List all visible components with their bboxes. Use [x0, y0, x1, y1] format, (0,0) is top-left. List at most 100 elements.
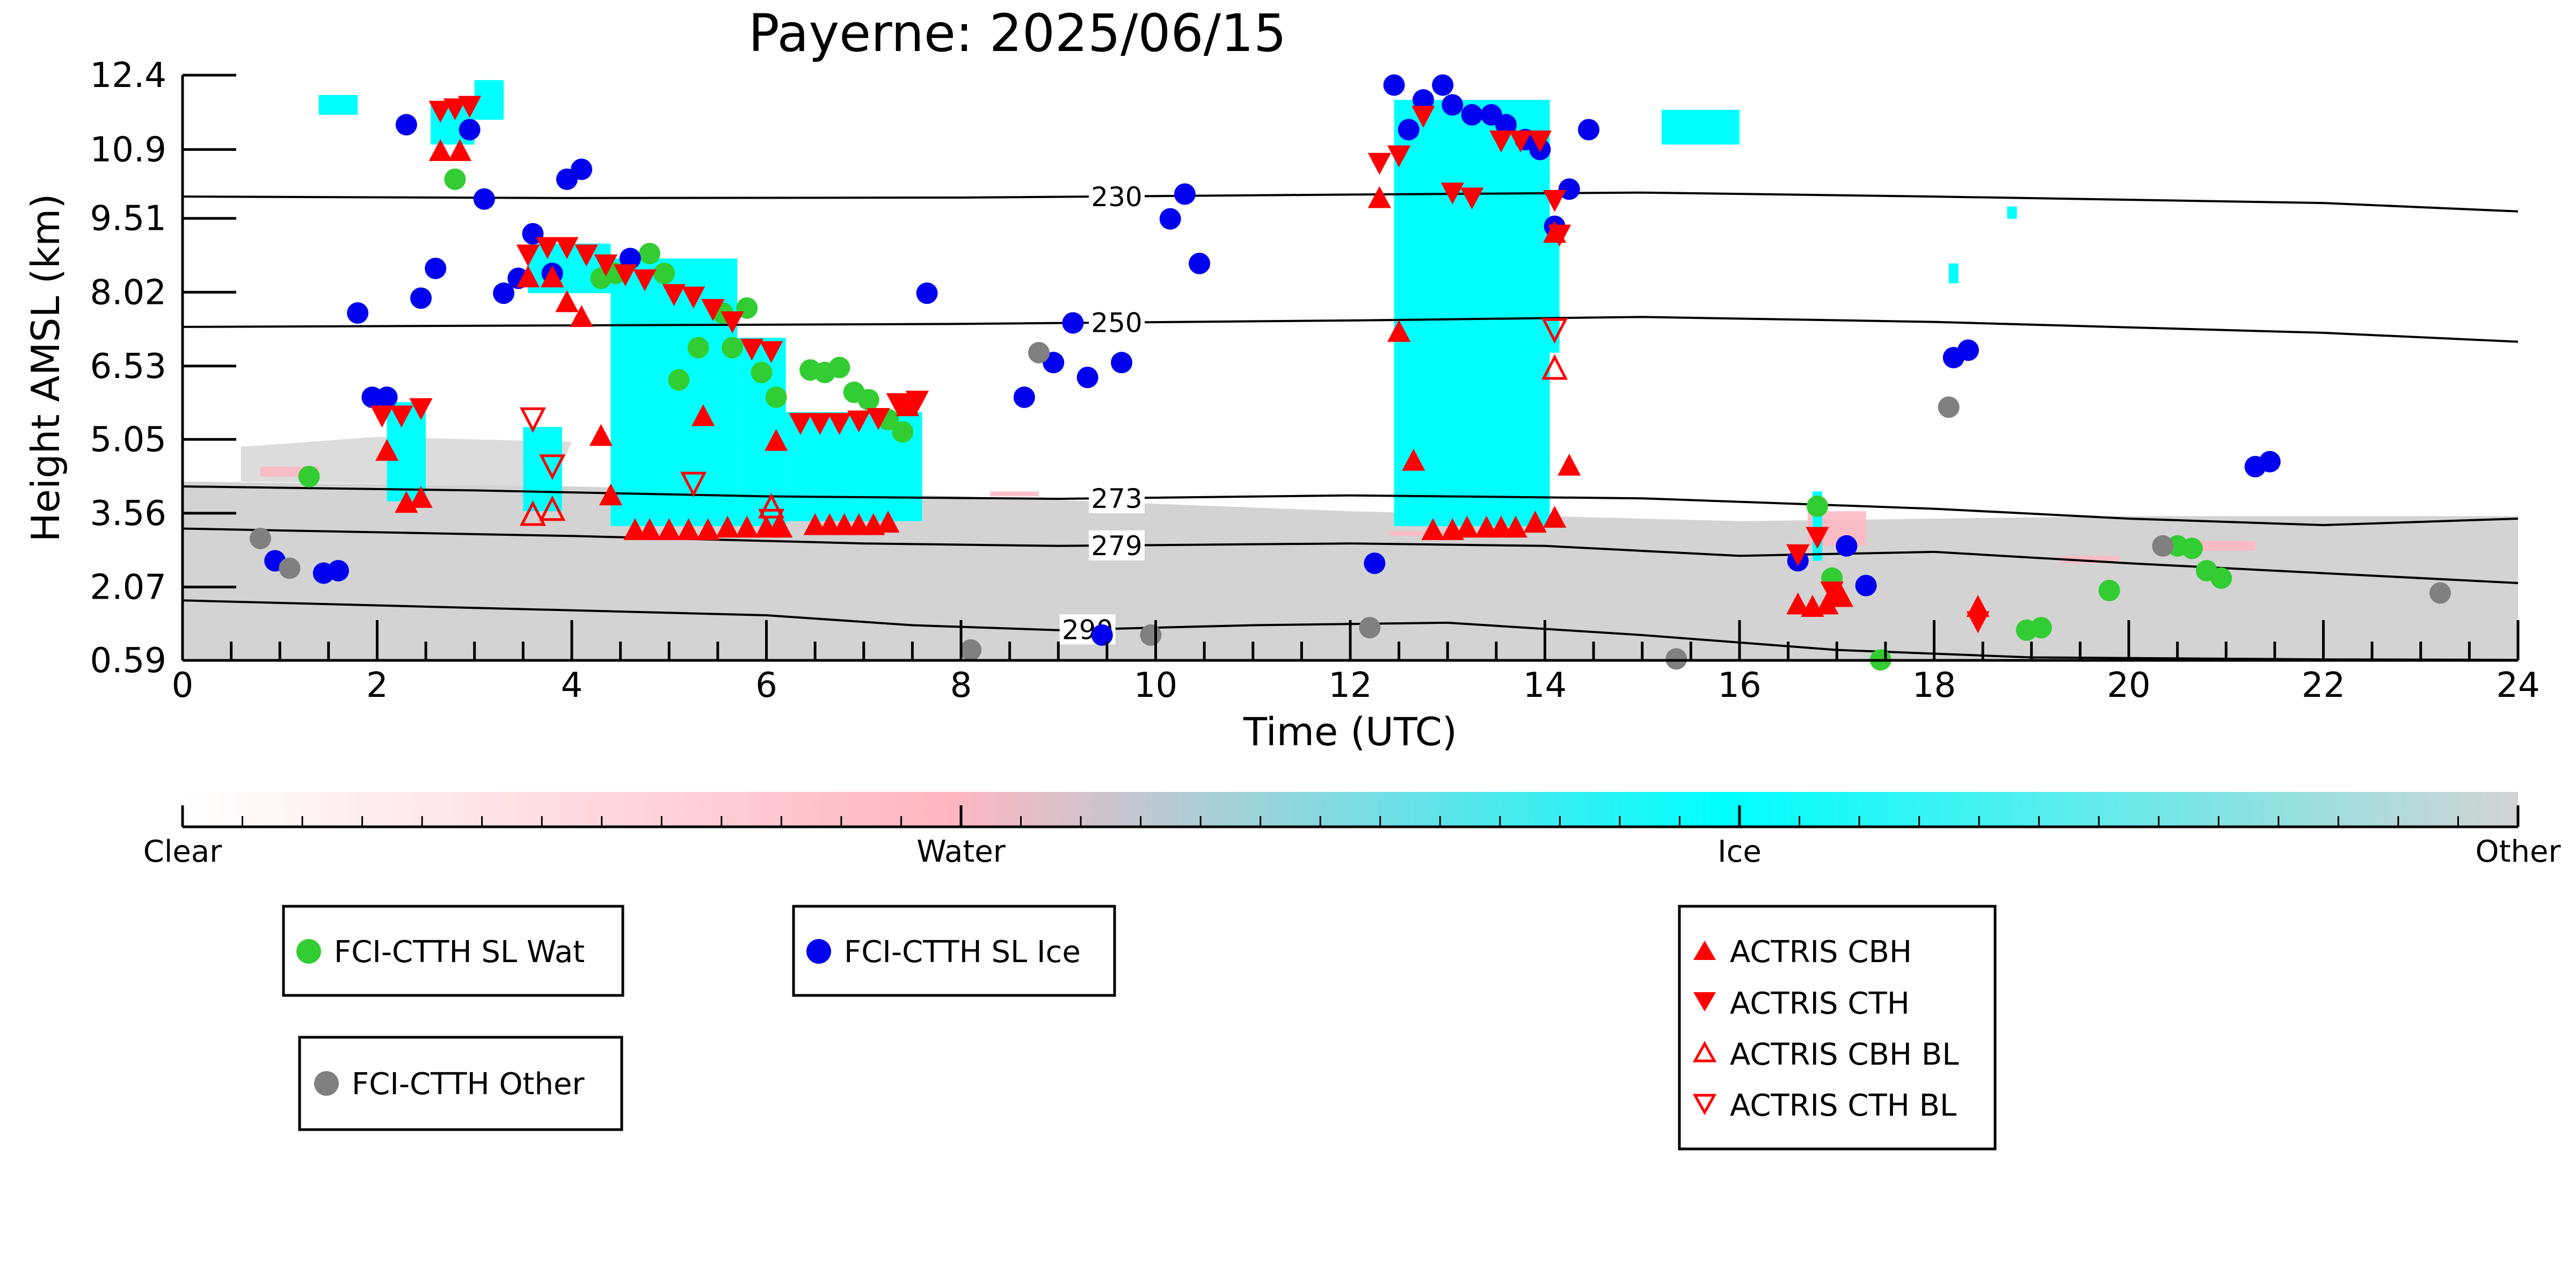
point-fci-ctth-sl-wat-7	[687, 337, 709, 359]
x-tick-label-12: 12	[1328, 666, 1372, 705]
point-actris-cth-23	[867, 408, 890, 430]
x-tick-label-10: 10	[1134, 666, 1177, 705]
point-actris-cth-0	[370, 405, 394, 428]
point-actris-cth-2	[409, 398, 433, 420]
point-actris-cbh-bl-3	[1541, 354, 1568, 380]
point-actris-cbh-14	[676, 518, 701, 540]
point-fci-ctth-other-9	[2429, 582, 2451, 604]
x-tick-label-20: 20	[2107, 666, 2150, 705]
colorbar-label-ice: Ice	[1718, 834, 1762, 869]
point-actris-cbh-8	[570, 305, 593, 328]
y-tick-label-10.9: 10.9	[90, 130, 167, 170]
point-fci-ctth-sl-ice-36	[1495, 114, 1517, 136]
point-fci-ctth-sl-ice-24	[1111, 352, 1133, 374]
point-actris-cth-10	[594, 254, 618, 276]
point-fci-ctth-sl-wat-29	[2210, 567, 2232, 589]
point-actris-cth-1	[390, 405, 413, 428]
point-actris-cbh-31	[1402, 448, 1425, 471]
point-actris-cbh-36	[1489, 515, 1513, 538]
point-actris-cbh-2	[409, 486, 433, 508]
point-actris-cth-bl-4	[1541, 318, 1568, 344]
ice-region-7	[1394, 100, 1550, 526]
legend-box-actris: ACTRIS CBH ACTRIS CTH ACTRIS CBH BL ACTR…	[1678, 905, 1997, 1151]
curtain-background	[183, 80, 2518, 660]
point-actris-cth-21	[827, 413, 852, 435]
point-actris-cth-bl-1	[539, 454, 566, 480]
point-actris-cth-19	[789, 413, 812, 435]
x-tick-label-6: 6	[755, 666, 777, 705]
y-tick-label-3.56: 3.56	[90, 494, 167, 534]
point-actris-cbh-35	[1475, 515, 1498, 538]
point-fci-ctth-other-0	[250, 527, 271, 549]
legend-label-cbh-bl: ACTRIS CBH BL	[1730, 1037, 1959, 1072]
point-actris-cth-6	[516, 244, 540, 267]
ice-region-12	[1662, 110, 1740, 145]
point-fci-ctth-sl-ice-28	[1364, 552, 1386, 574]
x-axis-ticks: 0 2 4 6 8 10 12 14 16 18 20 22 24	[172, 620, 2540, 705]
contour-label-273: 273	[1091, 483, 1142, 514]
colorbar: Clear Water Ice Other	[143, 792, 2561, 869]
point-fci-ctth-sl-ice-23	[1091, 624, 1113, 646]
point-actris-cbh-7	[555, 290, 579, 312]
point-actris-cth-7	[536, 237, 559, 259]
point-fci-ctth-sl-wat-6	[668, 369, 690, 391]
point-fci-ctth-other-6	[1665, 648, 1687, 670]
point-actris-cbh-5	[516, 265, 540, 288]
point-actris-cbh-22	[803, 513, 827, 535]
water-region-2	[990, 491, 1039, 497]
point-actris-cth-22	[847, 410, 871, 433]
point-fci-ctth-sl-ice-3	[347, 302, 369, 324]
point-actris-cth-36	[1786, 544, 1810, 566]
legend-label-cth: ACTRIS CTH	[1730, 986, 1910, 1021]
point-actris-cth-13	[662, 284, 686, 307]
colorbar-gradient	[183, 792, 2518, 827]
point-actris-cbh-45	[1830, 585, 1853, 607]
legend-label-other: FCI-CTTH Other	[352, 1067, 585, 1102]
data-points	[250, 74, 2451, 671]
point-actris-cth-30	[1460, 187, 1484, 210]
y-tick-label-8.02: 8.02	[90, 273, 167, 312]
legend-marker-cth	[1693, 992, 1716, 1012]
point-fci-ctth-other-4	[1140, 624, 1162, 646]
legend-marker-other	[314, 1071, 339, 1096]
point-actris-cth-16	[721, 311, 744, 333]
point-actris-cbh-20	[692, 404, 715, 426]
point-fci-ctth-sl-wat-4	[639, 243, 660, 265]
point-fci-ctth-sl-ice-19	[1013, 386, 1035, 408]
point-actris-cth-38	[1820, 581, 1844, 603]
legend-marker-ice	[806, 939, 831, 964]
point-actris-cbh-32	[1421, 518, 1445, 540]
legend-marker-water	[296, 939, 321, 964]
point-fci-ctth-sl-wat-5	[653, 263, 675, 285]
ice-region-10	[318, 94, 358, 115]
point-actris-cth-35	[1548, 224, 1571, 247]
point-actris-cth-8	[555, 237, 579, 259]
point-fci-ctth-other-1	[279, 557, 301, 579]
point-actris-cth-27	[1387, 145, 1411, 168]
legend-label-cth-bl: ACTRIS CTH BL	[1730, 1088, 1956, 1123]
y-tick-label-2.07: 2.07	[90, 567, 167, 607]
point-actris-cbh-39	[1543, 506, 1567, 528]
point-actris-cbh-23	[818, 513, 841, 535]
point-fci-ctth-sl-ice-48	[2259, 450, 2281, 472]
contour-label-bg-279	[1089, 530, 1145, 561]
point-actris-cth-bl-2	[680, 471, 707, 498]
point-actris-cth-32	[1509, 130, 1532, 152]
contour-label-230: 230	[1091, 181, 1142, 213]
contour-label-279: 279	[1091, 530, 1142, 562]
point-fci-ctth-other-7	[1938, 396, 1960, 418]
point-actris-cth-5	[458, 96, 482, 118]
point-actris-cbh-bl-2	[758, 493, 785, 519]
point-actris-cth-bl-3	[758, 508, 785, 535]
point-actris-cbh-21	[765, 428, 788, 451]
legend-marker-cbh	[1693, 941, 1716, 960]
point-fci-ctth-sl-wat-15	[828, 356, 850, 379]
point-fci-ctth-sl-ice-22	[1076, 366, 1098, 388]
point-fci-ctth-sl-ice-41	[1578, 119, 1600, 141]
point-fci-ctth-sl-ice-33	[1442, 94, 1464, 116]
point-fci-ctth-sl-ice-18	[916, 282, 938, 304]
point-fci-ctth-sl-ice-5	[376, 386, 398, 408]
point-fci-ctth-sl-ice-17	[619, 248, 641, 270]
point-actris-cth-12	[633, 269, 657, 292]
